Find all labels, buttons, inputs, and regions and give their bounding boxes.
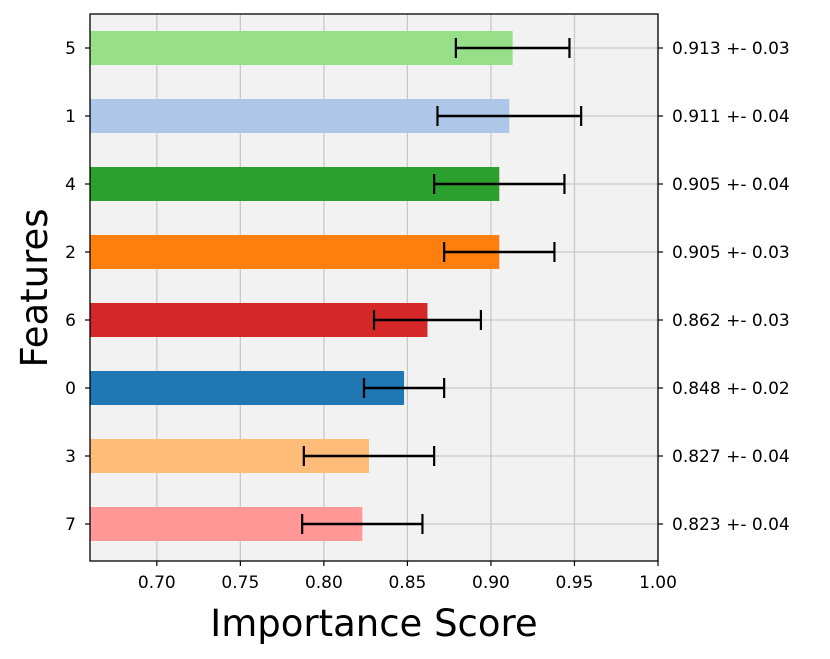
x-tick-label: 0.95	[556, 573, 594, 593]
x-axis-title: Importance Score	[210, 602, 537, 645]
y-tick-label: 5	[65, 39, 76, 59]
value-label: 0.913 +- 0.03	[672, 39, 790, 59]
value-label: 0.905 +- 0.03	[672, 243, 790, 263]
y-tick-label: 3	[65, 447, 76, 467]
y-tick-label: 2	[65, 243, 76, 263]
value-label: 0.848 +- 0.02	[672, 379, 790, 399]
value-label: 0.911 +- 0.04	[672, 107, 790, 127]
y-tick-label: 6	[65, 311, 76, 331]
x-tick-label: 0.90	[472, 573, 510, 593]
bar-feature-4	[90, 167, 500, 201]
bar-feature-5	[90, 31, 513, 65]
x-tick-label: 1.00	[639, 573, 677, 593]
error-bars	[301, 38, 583, 534]
bar-feature-0	[90, 371, 405, 405]
y-tick-label: 0	[65, 379, 76, 399]
value-labels: 0.913 +- 0.03 0.911 +- 0.04 0.905 +- 0.04 0…	[672, 39, 790, 535]
value-label: 0.862 +- 0.03	[672, 311, 790, 331]
x-tick-label: 0.70	[138, 573, 176, 593]
y-tick-label: 4	[65, 175, 76, 195]
y-tick-label: 7	[65, 515, 76, 535]
bars	[90, 31, 513, 541]
value-label: 0.827 +- 0.04	[672, 447, 790, 467]
x-axis-ticks: 0.70 0.75 0.80 0.85 0.90 0.95 1.00	[138, 561, 677, 593]
bar-feature-6	[90, 303, 428, 337]
y-tick-label: 1	[65, 107, 76, 127]
bar-feature-2	[90, 235, 500, 269]
value-label: 0.823 +- 0.04	[672, 515, 790, 535]
x-tick-label: 0.75	[221, 573, 259, 593]
plot-frame	[89, 13, 659, 562]
value-label: 0.905 +- 0.04	[672, 175, 790, 195]
y-axis-ticks: 5 1 4 2 6 0 3 7	[65, 39, 663, 535]
x-tick-label: 0.85	[388, 573, 426, 593]
y-axis-title: Features	[13, 208, 56, 367]
x-tick-label: 0.80	[305, 573, 343, 593]
plot-area-background	[90, 14, 658, 561]
